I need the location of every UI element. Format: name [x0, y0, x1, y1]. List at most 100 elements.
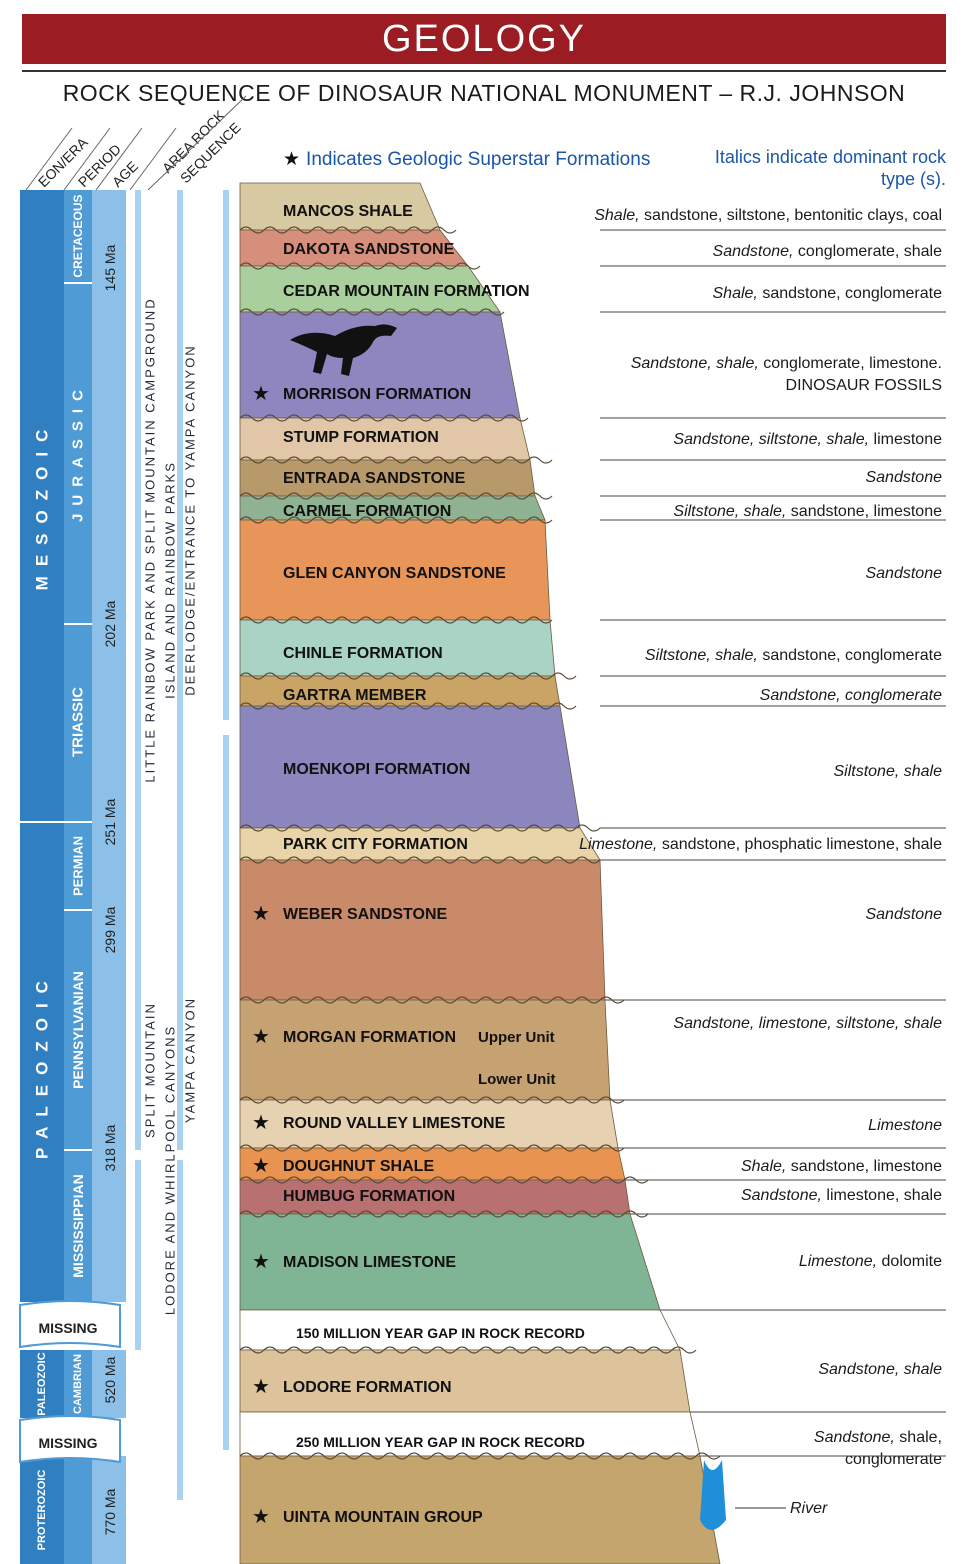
- area-sequence-label: SPLIT MOUNTAIN: [143, 1002, 158, 1138]
- missing-label-upper: MISSING: [38, 1320, 97, 1336]
- formation-label-morgan-formation: MORGAN FORMATION: [283, 1029, 456, 1046]
- formation-label-lodore-formation: LODORE FORMATION: [283, 1379, 452, 1396]
- period-label-triassic: TRIASSIC: [70, 687, 87, 757]
- star-icon: ★: [252, 1024, 270, 1048]
- period-bar: [64, 190, 92, 1302]
- formation-label-carmel-formation: CARMEL FORMATION: [283, 503, 451, 520]
- missing-label-lower: MISSING: [38, 1435, 97, 1451]
- contact-line: [239, 1096, 625, 1104]
- age-label: 520 Ma: [102, 1356, 118, 1403]
- header-divider-line: [147, 95, 247, 191]
- age-label: 318 Ma: [102, 1124, 118, 1171]
- rock-types-glen-canyon-sandstone: Sandstone: [865, 565, 942, 582]
- era-label-paleozoic: PALEOZOIC: [36, 1352, 48, 1415]
- period-bar-proterozoic: [64, 1456, 92, 1564]
- rock-types-morgan-formation: Sandstone, limestone, siltstone, shale: [673, 1015, 942, 1032]
- rock-types-morrison-formation: Sandstone, shale, conglomerate, limeston…: [631, 355, 942, 372]
- contact-line: [239, 856, 601, 864]
- contact-line: [239, 702, 577, 710]
- period-label-permian: PERMIAN: [71, 836, 86, 896]
- star-icon: ★: [252, 901, 270, 925]
- period-label-cretaceous: CRETACEOUS: [71, 194, 85, 277]
- contact-line: [239, 1210, 649, 1218]
- formation-label-morrison-formation: MORRISON FORMATION: [283, 386, 471, 403]
- river-label: River: [790, 1500, 828, 1517]
- formation-label-dakota-sandstone: DAKOTA SANDSTONE: [283, 241, 455, 258]
- era-bar-proterozoic: [20, 1456, 64, 1564]
- superstar-note: ★ Indicates Geologic Superstar Formations: [283, 148, 650, 171]
- contact-line: [239, 1452, 721, 1460]
- rock-types-humbug-formation: Sandstone, limestone, shale: [741, 1187, 942, 1204]
- contact-line: [239, 414, 529, 422]
- area-sequence-label: LITTLE RAINBOW PARK AND SPLIT MOUNTAIN C…: [143, 297, 158, 782]
- rock-types-lodore-formation: Sandstone, shale: [818, 1361, 942, 1378]
- age-bar-cambrian: [92, 1350, 126, 1418]
- star-icon: ★: [252, 1153, 270, 1177]
- contact-line: [239, 226, 457, 234]
- formation-label-moenkopi-formation: MOENKOPI FORMATION: [283, 761, 470, 778]
- contact-line: [239, 1346, 697, 1354]
- contact-line: [239, 262, 481, 270]
- formation-label-uinta-mountain-group: UINTA MOUNTAIN GROUP: [283, 1509, 483, 1526]
- area-sequence-label: LODORE AND WHIRLPOOL CANYONS: [163, 1025, 178, 1315]
- star-icon: ★: [252, 1504, 270, 1528]
- age-bar-proterozoic: [92, 1456, 126, 1564]
- age-label: 145 Ma: [102, 244, 118, 291]
- formation-label-stump-formation: STUMP FORMATION: [283, 429, 439, 446]
- contact-line: [239, 996, 625, 1004]
- morgan-lower-unit: Lower Unit: [478, 1071, 556, 1088]
- rock-types-250-million-year-gap-in-rock-record: Sandstone, shale,: [814, 1429, 942, 1446]
- area-sequence-label: YAMPA CANYON: [183, 997, 198, 1123]
- contact-line: [239, 1176, 649, 1184]
- rock-types-extra-250-million-year-gap-in-rock-record: conglomerate: [845, 1451, 942, 1468]
- era-label-paleozoic: PALEOZOIC: [33, 971, 52, 1159]
- period-label-cambrian: CAMBRIAN: [72, 1354, 84, 1414]
- rock-types-weber-sandstone: Sandstone: [865, 906, 942, 923]
- age-label: 770 Ma: [102, 1488, 118, 1535]
- italics-note: Italics indicate dominant rock type (s).: [714, 147, 946, 189]
- star-icon: ★: [252, 1249, 270, 1273]
- rock-types-gartra-member: Sandstone, conglomerate: [760, 687, 942, 704]
- age-label: 251 Ma: [102, 798, 118, 845]
- formation-label-madison-limestone: MADISON LIMESTONE: [283, 1254, 456, 1271]
- contact-line: [239, 1144, 625, 1152]
- star-icon: ★: [252, 1374, 270, 1398]
- contact-line: [239, 492, 553, 500]
- rock-types-round-valley-limestone: Limestone: [868, 1117, 942, 1134]
- formation-label-park-city-formation: PARK CITY FORMATION: [283, 836, 468, 853]
- rock-types-madison-limestone: Limestone, dolomite: [799, 1253, 942, 1270]
- contact-line: [239, 456, 553, 464]
- layer-uinta-mountain-group: [239, 1455, 721, 1564]
- rock-types-entrada-sandstone: Sandstone: [865, 469, 942, 486]
- layer-weber-sandstone: [239, 859, 606, 1001]
- header-divider-line: [95, 127, 143, 191]
- star-icon: ★: [252, 381, 270, 405]
- period-label-mississippian: MISSISSIPPIAN: [70, 1174, 86, 1277]
- rock-types-doughnut-shale: Shale, sandstone, limestone: [741, 1158, 942, 1175]
- age-label: 299 Ma: [102, 906, 118, 953]
- rock-types-park-city-formation: Limestone, sandstone, phosphatic limesto…: [579, 836, 942, 853]
- era-label-mesozoic: MESOZOIC: [33, 420, 52, 591]
- area-sequence-label: DEERLODGE/ENTRANCE TO YAMPA CANYON: [183, 344, 198, 695]
- star-icon: ★: [283, 149, 301, 170]
- era-label-proterozoic: PROTEROZOIC: [36, 1470, 48, 1551]
- title-rule: [22, 70, 946, 72]
- formation-label-round-valley-limestone: ROUND VALLEY LIMESTONE: [283, 1115, 506, 1132]
- formation-label-chinle-formation: CHINLE FORMATION: [283, 645, 443, 662]
- superstar-note-text: Indicates Geologic Superstar Formations: [306, 149, 651, 170]
- contact-line: [239, 308, 505, 316]
- star-icon: ★: [252, 1110, 270, 1134]
- age-bar: [92, 190, 126, 1302]
- formation-label-weber-sandstone: WEBER SANDSTONE: [283, 906, 447, 923]
- missing-label-upper-box: [19, 1300, 121, 1349]
- rock-types-chinle-formation: Siltstone, shale, sandstone, conglomerat…: [645, 647, 942, 664]
- formation-label-glen-canyon-sandstone: GLEN CANYON SANDSTONE: [283, 565, 506, 582]
- header-divider-line: [63, 127, 111, 191]
- period-label-jurassic: JURASSIC: [70, 382, 87, 522]
- column-header-age: AGE: [109, 158, 141, 190]
- rock-types-dakota-sandstone: Sandstone, conglomerate, shale: [713, 243, 943, 260]
- area-sequence-label: ISLAND AND RAINBOW PARKS: [163, 461, 178, 699]
- subtitle: ROCK SEQUENCE OF DINOSAUR NATIONAL MONUM…: [62, 80, 906, 106]
- dinosaur-icon: [290, 324, 397, 376]
